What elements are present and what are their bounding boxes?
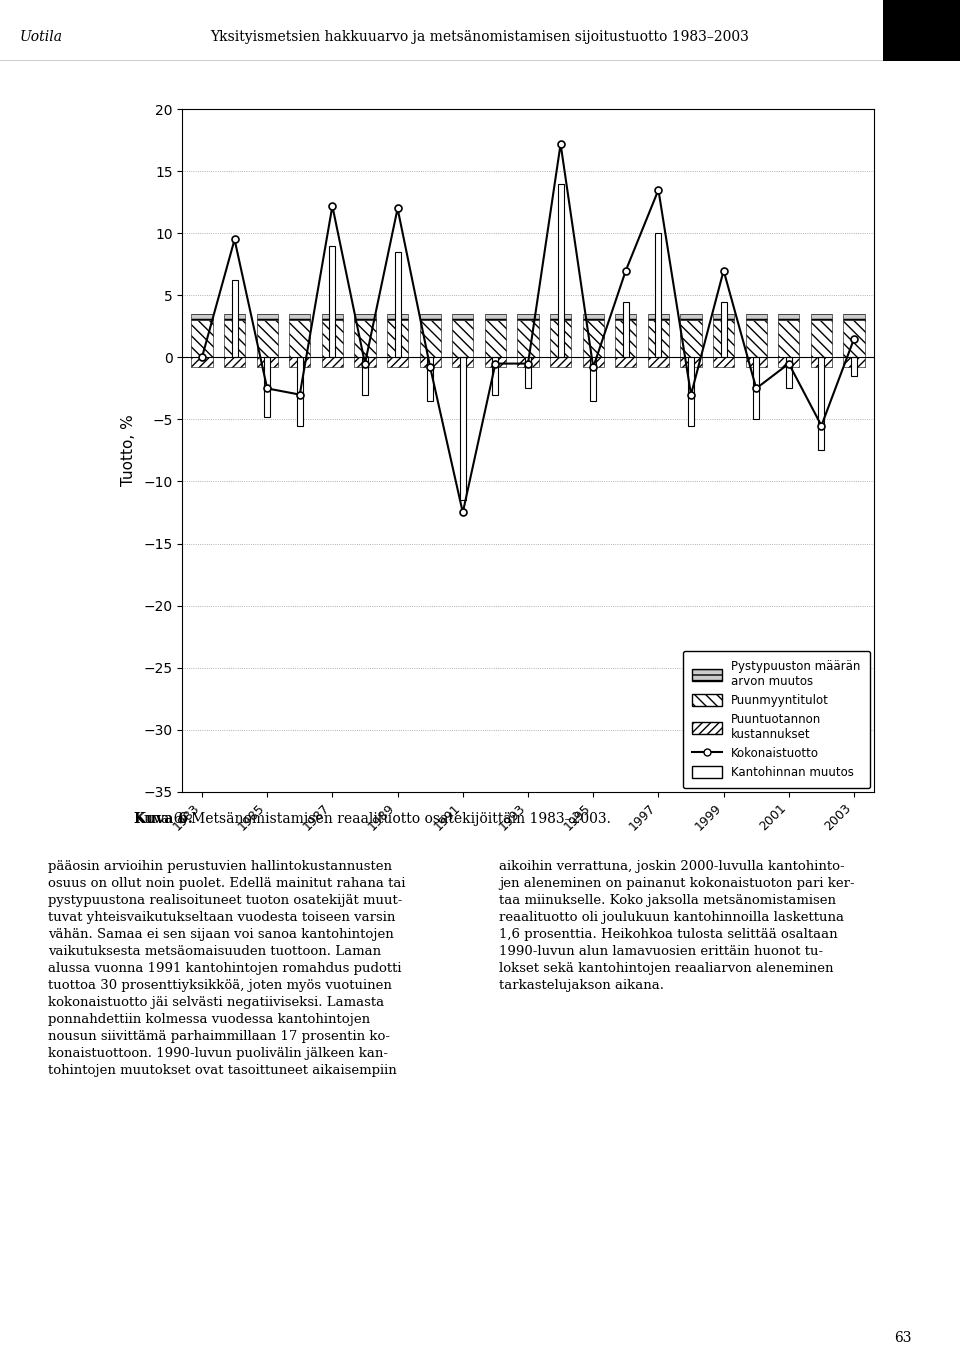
Bar (224, 314, 245, 321)
Bar (485, 321, 506, 358)
Bar (256, 321, 277, 358)
Text: Kuva 6.: Kuva 6. (134, 812, 193, 826)
Bar (713, 314, 734, 321)
Bar (681, 358, 702, 367)
Bar (688, 358, 694, 426)
Bar (811, 358, 832, 367)
Bar (256, 358, 277, 367)
Bar (883, 0, 960, 61)
Bar (387, 358, 408, 367)
Bar (754, 358, 759, 419)
Bar (395, 253, 400, 358)
Bar (289, 358, 310, 367)
Bar (517, 314, 539, 321)
Bar (420, 358, 441, 367)
Bar (322, 314, 343, 321)
Text: Yksityismetsien hakkuuarvo ja metsänomistamisen sijoitustuotto 1983–2003: Yksityismetsien hakkuuarvo ja metsänomis… (210, 30, 750, 44)
Bar (256, 314, 277, 321)
Bar (289, 321, 310, 358)
Bar (615, 321, 636, 358)
Bar (191, 358, 212, 367)
Bar (648, 314, 669, 321)
Bar (297, 358, 302, 426)
Text: 63: 63 (895, 1331, 912, 1345)
Bar (844, 358, 865, 367)
Bar (460, 358, 466, 500)
Bar (786, 358, 792, 389)
Text: pääosin arvioihin perustuvien hallintokustannusten
osuus on ollut noin puolet. E: pääosin arvioihin perustuvien hallintoku… (48, 860, 405, 1077)
Bar (590, 358, 596, 401)
Bar (485, 358, 506, 367)
Bar (289, 314, 310, 321)
Bar (713, 358, 734, 367)
Bar (550, 321, 571, 358)
Bar (354, 314, 375, 321)
Bar (231, 280, 237, 358)
Y-axis label: Tuotto, %: Tuotto, % (122, 415, 136, 486)
Bar (746, 314, 767, 321)
Bar (583, 358, 604, 367)
Bar (844, 314, 865, 321)
Bar (452, 358, 473, 367)
Bar (713, 321, 734, 358)
Bar (811, 314, 832, 321)
Bar (550, 314, 571, 321)
Bar (746, 358, 767, 367)
Text: Kuva 6. Metsänomistamisen reaalituotto osatekijöittäin 1983–2003.: Kuva 6. Metsänomistamisen reaalituotto o… (134, 812, 612, 826)
Bar (525, 358, 531, 389)
Bar (492, 358, 498, 394)
Bar (354, 321, 375, 358)
Text: Uotila: Uotila (19, 30, 62, 44)
Bar (420, 314, 441, 321)
Bar (681, 314, 702, 321)
Bar (191, 314, 212, 321)
Bar (558, 184, 564, 358)
Bar (191, 321, 212, 358)
Bar (517, 321, 539, 358)
Bar (485, 314, 506, 321)
Bar (779, 358, 800, 367)
Legend: Pystypuuston määrän
arvon muutos, Puunmyyntitulot, Puuntuotannon
kustannukset, K: Pystypuuston määrän arvon muutos, Puunmy… (683, 651, 870, 788)
Bar (583, 314, 604, 321)
Bar (648, 321, 669, 358)
Bar (329, 246, 335, 358)
Bar (615, 314, 636, 321)
Text: aikoihin verrattuna, joskin 2000-luvulla kantohinto-
jen aleneminen on painanut : aikoihin verrattuna, joskin 2000-luvulla… (499, 860, 854, 992)
Bar (224, 358, 245, 367)
Bar (322, 321, 343, 358)
Bar (656, 233, 661, 358)
Bar (387, 321, 408, 358)
Bar (224, 321, 245, 358)
Bar (583, 321, 604, 358)
Bar (779, 321, 800, 358)
Bar (844, 321, 865, 358)
Bar (779, 314, 800, 321)
Bar (623, 302, 629, 358)
Bar (811, 321, 832, 358)
Bar (648, 358, 669, 367)
Bar (681, 321, 702, 358)
Bar (452, 314, 473, 321)
Bar (452, 321, 473, 358)
Bar (721, 302, 727, 358)
Bar (420, 321, 441, 358)
Bar (615, 358, 636, 367)
Bar (354, 358, 375, 367)
Bar (517, 358, 539, 367)
Bar (322, 358, 343, 367)
Bar (427, 358, 433, 401)
Bar (852, 358, 857, 375)
Bar (746, 321, 767, 358)
Bar (264, 358, 270, 416)
Bar (819, 358, 825, 450)
Bar (362, 358, 368, 394)
Bar (387, 314, 408, 321)
Bar (550, 358, 571, 367)
